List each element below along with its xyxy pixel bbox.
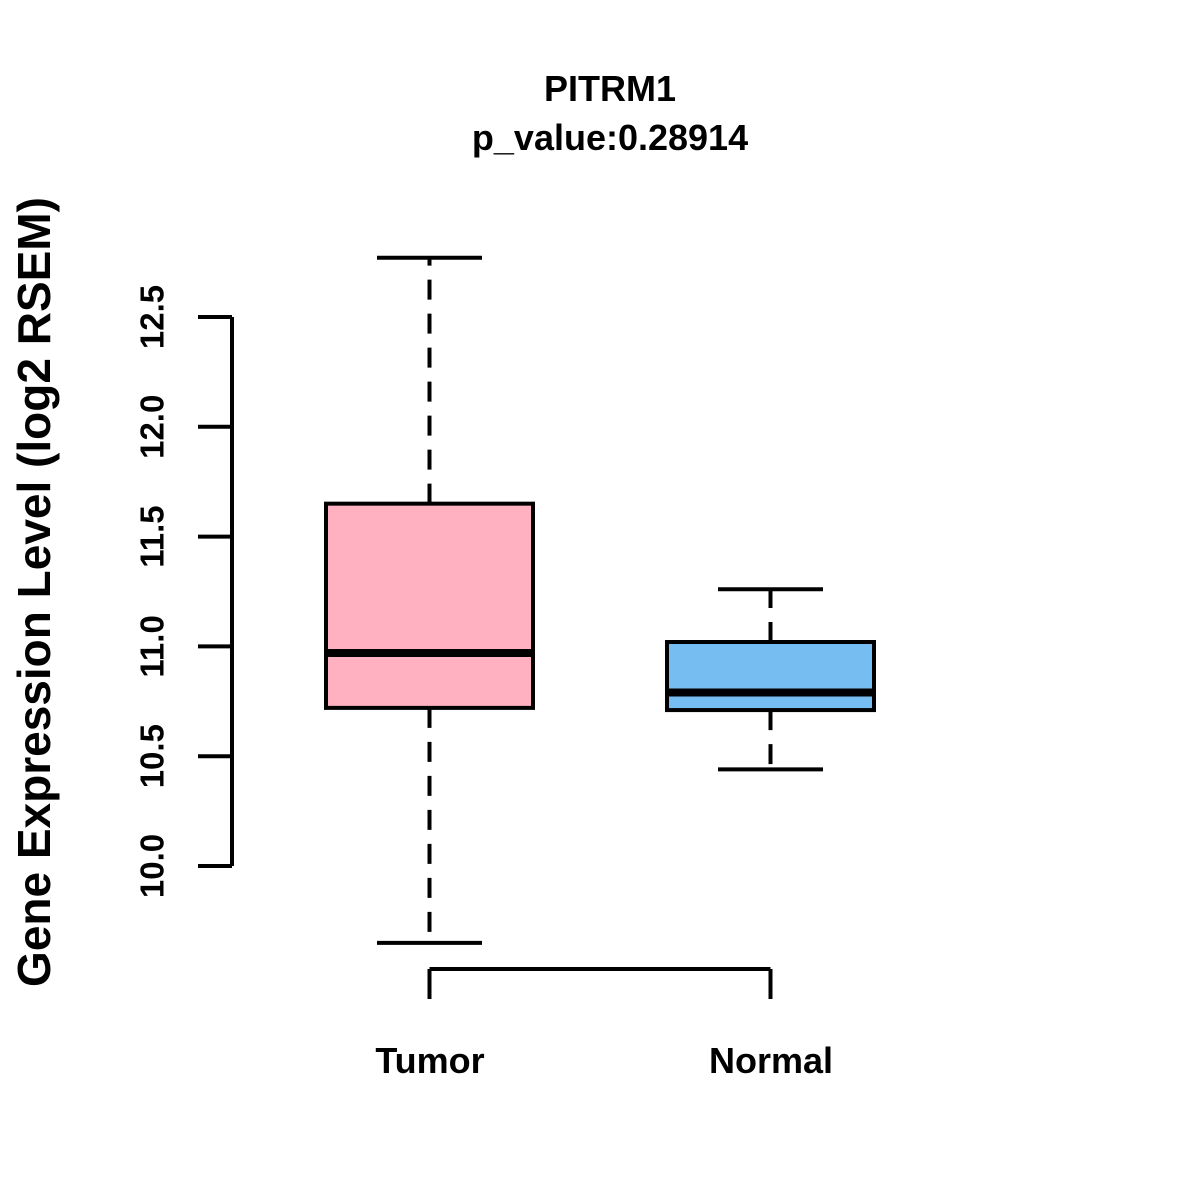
chart-subtitle: p_value:0.28914 — [471, 117, 749, 158]
y-tick-label: 12.5 — [134, 285, 171, 349]
box-normal — [665, 640, 876, 713]
box-tumor — [324, 501, 535, 710]
x-tick-label-normal: Normal — [708, 1040, 834, 1081]
y-tick-label: 10.5 — [134, 724, 171, 788]
title-block: PITRM1 p_value:0.28914 — [472, 64, 748, 162]
chart-title: PITRM1 — [543, 68, 676, 109]
y-tick-label: 10.0 — [134, 834, 171, 898]
y-tick-label: 12.0 — [134, 395, 171, 459]
y-tick-label: 11.0 — [134, 615, 171, 677]
x-tick-label-tumor: Tumor — [375, 1040, 485, 1081]
y-tick-label: 11.5 — [134, 505, 171, 567]
y-axis-title: Gene Expression Level (log2 RSEM) — [8, 197, 60, 987]
